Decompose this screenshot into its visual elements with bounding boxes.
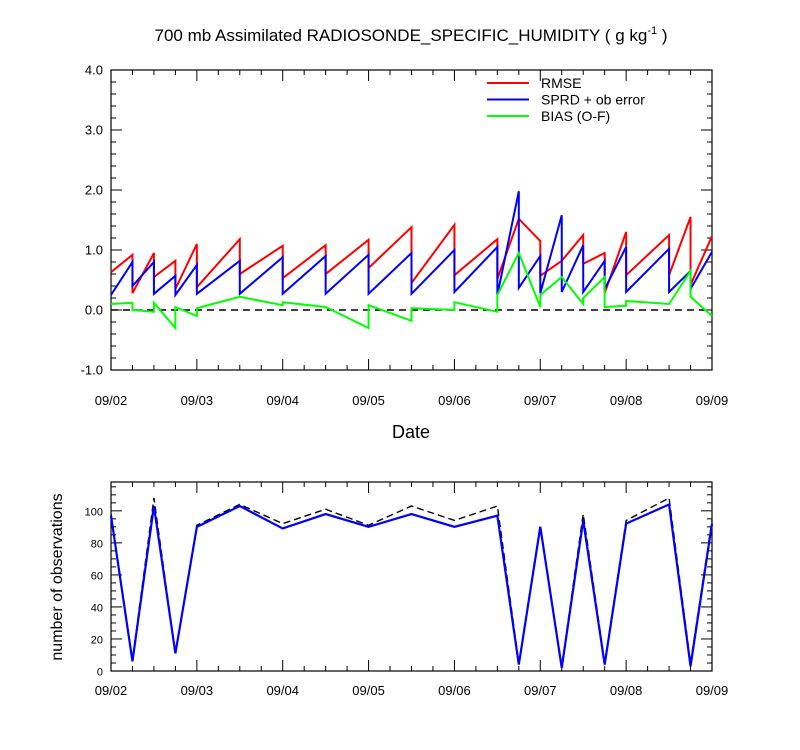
series-line-bias-o-f xyxy=(110,250,713,331)
legend-label: RMSE xyxy=(541,75,581,91)
plot-frame xyxy=(110,69,713,371)
plot-frame xyxy=(110,481,713,672)
y-tick-label: 40 xyxy=(91,602,103,614)
x-tick-label: 09/09 xyxy=(696,393,729,408)
x-tick-label: 09/09 xyxy=(696,683,729,698)
x-tick-label: 09/08 xyxy=(610,683,643,698)
y-tick-label: 0 xyxy=(97,667,103,679)
series-line-obs-possible xyxy=(110,496,713,667)
x-tick-label: 09/05 xyxy=(352,683,385,698)
x-tick-label: 09/07 xyxy=(524,393,557,408)
series-line-obs-used xyxy=(109,502,714,668)
legend-label: SPRD + ob error xyxy=(541,92,645,108)
top-chart: 09/02 09/03 09/04 09/05 09/06 09/07 09/08 09/09… xyxy=(81,63,729,409)
y-tick-label: 80 xyxy=(91,538,103,550)
y-tick-label: 2.0 xyxy=(85,183,103,198)
chart-title-superscript: -1 xyxy=(647,25,657,37)
y-tick-label: 4.0 xyxy=(85,63,103,78)
y-tick-label: 0.0 xyxy=(85,303,103,318)
x-tick-label: 09/06 xyxy=(438,393,471,408)
chart-title-main: 700 mb Assimilated RADIOSONDE_SPECIFIC_H… xyxy=(155,26,648,45)
series-line-rmse xyxy=(110,216,713,294)
chart-title: 700 mb Assimilated RADIOSONDE_SPECIFIC_H… xyxy=(155,25,668,45)
x-tick-label: 09/04 xyxy=(266,393,299,408)
x-tick-label: 09/02 xyxy=(95,683,128,698)
x-axis-label: Date xyxy=(392,422,430,442)
y-tick-label: 20 xyxy=(91,634,103,646)
y-tick-label: 1.0 xyxy=(85,243,103,258)
x-tick-label: 09/03 xyxy=(181,393,214,408)
x-tick-label: 09/05 xyxy=(352,393,385,408)
x-tick-label: 09/07 xyxy=(524,683,557,698)
bottom-chart: 09/02 09/03 09/04 09/05 09/06 09/07 09/08 09/09… xyxy=(85,481,729,698)
x-tick-label: 09/03 xyxy=(181,683,214,698)
chart-title-suffix: ) xyxy=(657,26,667,45)
y-tick-label: 100 xyxy=(85,506,103,518)
y-tick-label: 60 xyxy=(91,570,103,582)
series-line-sprd-ob-error xyxy=(110,190,713,299)
x-tick-label: 09/06 xyxy=(438,683,471,698)
y-tick-label: 3.0 xyxy=(85,123,103,138)
y-tick-label: -1.0 xyxy=(81,363,103,378)
x-tick-label: 09/08 xyxy=(610,393,643,408)
y-axis-label-observations: number of observations xyxy=(49,493,66,660)
x-tick-label: 09/02 xyxy=(95,393,128,408)
legend-label: BIAS (O-F) xyxy=(541,108,610,124)
x-tick-label: 09/04 xyxy=(266,683,299,698)
